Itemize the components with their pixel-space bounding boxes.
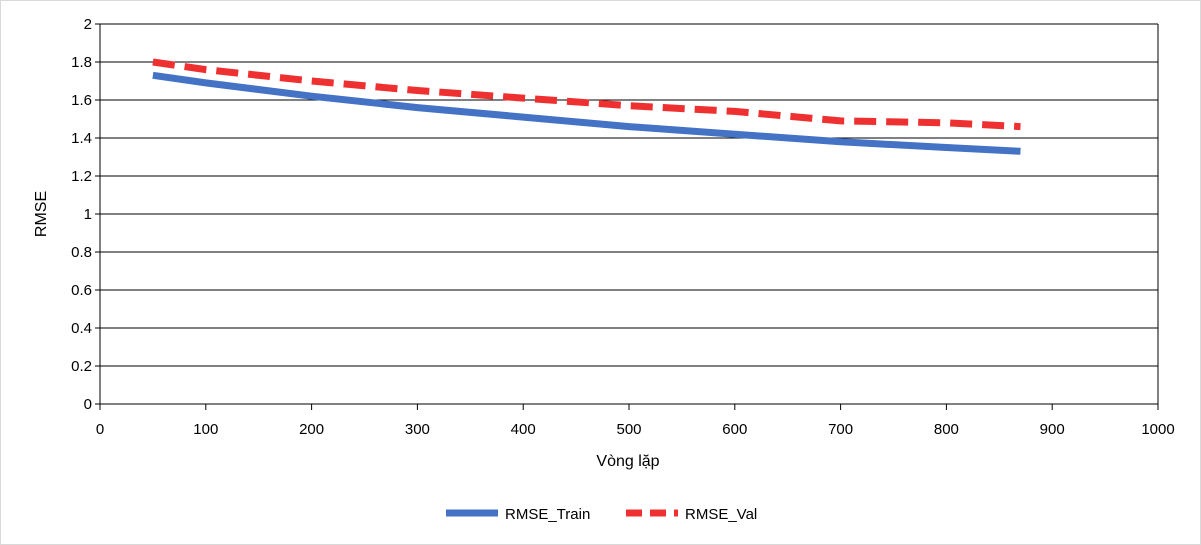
x-tick-label: 200 — [299, 421, 324, 438]
y-tick-label: 0.8 — [71, 244, 92, 261]
y-tick-label: 1.8 — [71, 54, 92, 71]
x-tick-label: 400 — [511, 421, 536, 438]
legend-label-rmse-train: RMSE_Train — [505, 506, 590, 523]
x-tick-label: 300 — [405, 421, 430, 438]
y-tick-label: 0.6 — [71, 282, 92, 299]
x-tick-label: 100 — [193, 421, 218, 438]
x-tick-label: 700 — [828, 421, 853, 438]
y-tick-label: 1.6 — [71, 92, 92, 109]
x-axis-ticks: 0 100 200 300 400 500 600 700 800 900 1000 — [96, 404, 1175, 438]
y-tick-label: 0 — [84, 396, 92, 413]
legend: RMSE_Train RMSE_Val — [446, 506, 757, 523]
y-tick-label: 1.2 — [71, 168, 92, 185]
y-tick-label: 2 — [84, 16, 92, 33]
x-tick-label: 1000 — [1141, 421, 1174, 438]
y-tick-label: 1.4 — [71, 130, 92, 147]
x-tick-label: 600 — [722, 421, 747, 438]
y-tick-label: 0.4 — [71, 320, 92, 337]
y-tick-label: 1 — [84, 206, 92, 223]
gridlines — [100, 23, 1158, 367]
series-line-rmse-val — [152, 58, 1021, 131]
legend-label-rmse-val: RMSE_Val — [685, 506, 757, 523]
series-lines — [152, 58, 1021, 155]
x-axis-title: Vòng lặp — [596, 453, 659, 470]
x-tick-label: 800 — [934, 421, 959, 438]
y-tick-label: 0.2 — [71, 358, 92, 375]
x-tick-label: 500 — [616, 421, 641, 438]
x-tick-label: 0 — [96, 421, 104, 438]
x-tick-label: 900 — [1040, 421, 1065, 438]
y-axis-ticks: 0 0.2 0.4 0.6 0.8 1 1.2 1.4 1.6 1.8 2 — [71, 16, 100, 413]
y-axis-title: RMSE — [33, 191, 50, 237]
series-line-rmse-train — [152, 71, 1021, 155]
